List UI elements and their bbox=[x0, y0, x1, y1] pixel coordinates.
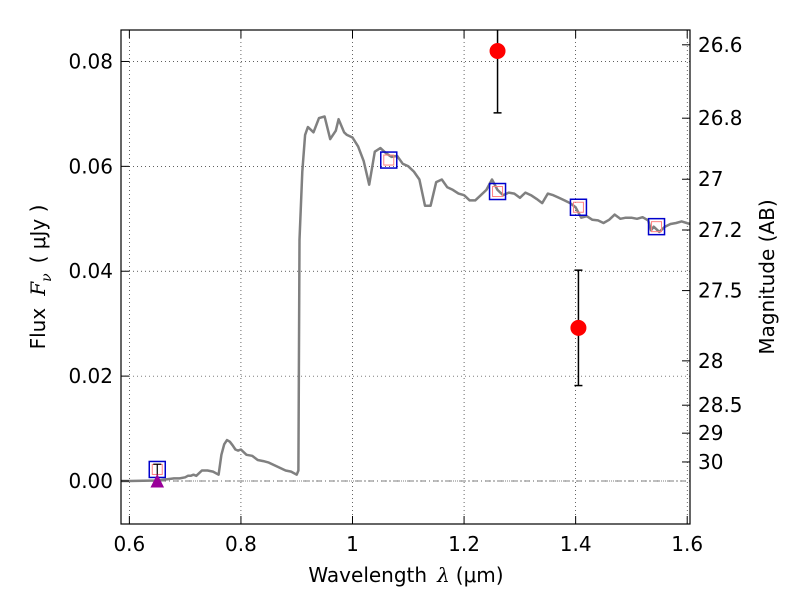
y2-axis-ticks: 26.6 26.8 27 27.2 27.5 28 28.5 29 30 bbox=[682, 33, 743, 474]
y-axis-ticks: 0.00 0.02 0.04 0.06 0.08 bbox=[68, 49, 129, 493]
y2-tick-label: 27.5 bbox=[698, 279, 743, 303]
model-photometry-point bbox=[569, 198, 588, 217]
upper-limit-layer bbox=[150, 463, 165, 488]
plot-frame bbox=[120, 29, 691, 525]
y-axis-label-unit: ( μJy ) bbox=[26, 205, 50, 264]
y2-tick-label: 30 bbox=[698, 450, 723, 474]
x-axis-label-unit: (μm) bbox=[456, 563, 504, 587]
y2-tick-label: 27 bbox=[698, 167, 723, 191]
x-tick-label: 1 bbox=[346, 532, 359, 556]
y2-tick-label: 26.6 bbox=[698, 33, 743, 57]
y2-tick-label: 29 bbox=[698, 421, 723, 445]
model-photometry-inner bbox=[383, 154, 395, 166]
x-axis-ticks: 0.6 0.8 1 1.2 1.4 1.6 bbox=[113, 30, 703, 556]
y-axis-label-symbol: F bbox=[26, 281, 50, 297]
y2-tick-label: 27.2 bbox=[698, 218, 743, 242]
y-axis-label-prefix: Flux bbox=[26, 308, 50, 350]
model-photometry-inner bbox=[572, 201, 584, 213]
model-photometry-inner bbox=[492, 186, 504, 198]
x-axis-label: Wavelength λ (μm) bbox=[308, 563, 503, 587]
model-spectrum-line bbox=[121, 115, 691, 483]
y2-tick-label: 28.5 bbox=[698, 393, 743, 417]
x-tick-label: 0.8 bbox=[225, 532, 257, 556]
model-photometry-layer bbox=[148, 151, 666, 479]
observed-photometry-point bbox=[570, 319, 587, 336]
x-axis-label-symbol: λ bbox=[436, 563, 450, 587]
observed-photometry-point bbox=[489, 42, 506, 59]
observed-photometry-layer bbox=[489, 30, 587, 387]
model-spectrum-layer bbox=[121, 115, 691, 483]
grid-lines bbox=[121, 30, 690, 524]
upper-limit-triangle bbox=[150, 473, 165, 488]
y-tick-label: 0.04 bbox=[68, 259, 113, 283]
model-photometry-inner bbox=[651, 221, 663, 233]
y2-tick-label: 28 bbox=[698, 349, 723, 373]
y-tick-label: 0.08 bbox=[68, 49, 113, 73]
model-photometry-point bbox=[488, 182, 507, 201]
x-axis-label-prefix: Wavelength bbox=[308, 563, 427, 587]
model-photometry-point bbox=[647, 217, 666, 236]
model-photometry-point bbox=[380, 151, 398, 169]
y-tick-label: 0.06 bbox=[68, 154, 113, 178]
x-tick-label: 1.2 bbox=[448, 532, 480, 556]
x-tick-label: 0.6 bbox=[113, 532, 145, 556]
y-tick-label: 0.02 bbox=[68, 364, 113, 388]
y-axis-label-subscript: ν bbox=[39, 273, 55, 282]
x-tick-label: 1.4 bbox=[560, 532, 592, 556]
y2-axis-label: Magnitude (AB) bbox=[755, 199, 779, 354]
y-axis-label: Flux Fν ( μJy ) bbox=[26, 205, 55, 350]
x-tick-label: 1.6 bbox=[671, 532, 703, 556]
y2-tick-label: 26.8 bbox=[698, 106, 743, 130]
y-tick-label: 0.00 bbox=[68, 469, 113, 493]
